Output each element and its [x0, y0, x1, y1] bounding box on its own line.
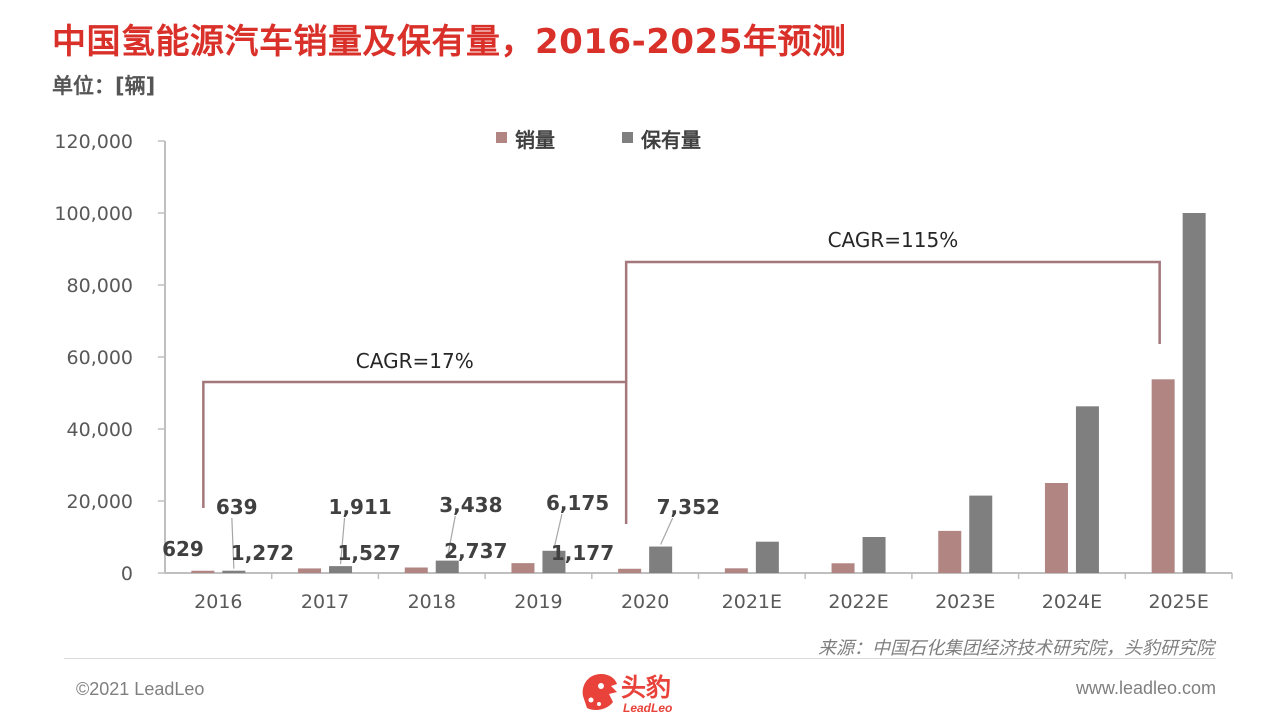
bar-chart: 0 20,000 40,000 60,000 80,000 100,000 120,000 2…: [54, 128, 1233, 613]
data-label: 1,272: [231, 541, 294, 565]
x-tick-label: 2023E: [935, 591, 995, 613]
footer-divider: [64, 658, 1216, 659]
data-label: 639: [216, 495, 258, 519]
bar-stock: [329, 566, 353, 573]
source-note: 来源：中国石化集团经济技术研究院，头豹研究院: [818, 638, 1214, 659]
logo-subtext: LeadLeo: [623, 701, 673, 715]
x-tick-label: 2025E: [1148, 591, 1208, 613]
bar-stock: [755, 541, 779, 573]
cagr-label: CAGR=17%: [356, 349, 474, 373]
bar-sales: [618, 568, 642, 573]
unit-label: 单位：[辆]: [52, 74, 156, 98]
x-tick-label: 2024E: [1042, 591, 1102, 613]
leadleo-logo: 头豹 LeadLeo: [577, 666, 707, 718]
copyright-text: ©2021 LeadLeo: [76, 679, 205, 699]
cagr-bracket: [624, 260, 1161, 382]
y-tick-label: 100,000: [54, 203, 133, 225]
x-tick-label: 2017: [301, 591, 349, 613]
bar-sales: [724, 568, 748, 573]
leader-line: [446, 515, 456, 559]
x-tick-label: 2016: [194, 591, 242, 613]
y-tick-label: 40,000: [67, 419, 133, 441]
data-label: 6,175: [546, 491, 609, 515]
x-tick-label: 2019: [514, 591, 562, 613]
y-tick-label: 80,000: [67, 275, 133, 297]
legend-label: 保有量: [640, 128, 701, 152]
data-label: 1,177: [551, 541, 614, 565]
data-label: 629: [162, 537, 204, 561]
bar-stock: [969, 495, 993, 573]
leader-line: [660, 517, 674, 545]
data-label: 2,737: [444, 539, 507, 563]
logo-text: 头豹: [621, 673, 672, 702]
bar-stock: [649, 546, 673, 573]
bar-sales: [191, 570, 215, 573]
bar-sales: [831, 563, 855, 573]
legend-swatch: [496, 132, 507, 143]
y-tick-label: 20,000: [67, 491, 133, 513]
bar-stock: [1182, 213, 1206, 573]
bar-sales: [1151, 379, 1175, 573]
data-label: 1,911: [329, 495, 392, 519]
bar-stock: [1075, 406, 1099, 573]
leader-line: [339, 517, 346, 565]
x-tick-label: 2021E: [722, 591, 782, 613]
x-tick-label: 2022E: [828, 591, 888, 613]
data-label: 3,438: [439, 493, 502, 517]
x-tick-label: 2018: [408, 591, 456, 613]
bar-stock: [222, 570, 246, 573]
bar-sales: [298, 568, 322, 573]
y-tick-label: 60,000: [67, 347, 133, 369]
legend-label: 销量: [515, 128, 555, 152]
y-tick-label: 0: [121, 563, 133, 585]
leopard-head-icon: [582, 674, 617, 710]
page-title: 中国氢能源汽车销量及保有量，2016-2025年预测: [52, 22, 847, 62]
bar-sales: [511, 563, 535, 573]
bar-sales: [1044, 483, 1068, 573]
x-tick-label: 2020: [621, 591, 669, 613]
data-label: 7,352: [657, 495, 720, 519]
website-link[interactable]: www.leadleo.com: [1075, 678, 1216, 698]
leader-line: [231, 517, 235, 569]
leader-line: [553, 513, 563, 549]
bar-stock: [542, 550, 566, 573]
cagr-label: CAGR=115%: [828, 228, 959, 252]
legend-swatch: [622, 132, 633, 143]
data-label: 1,527: [337, 541, 400, 565]
bar-stock: [435, 560, 459, 573]
bar-sales: [404, 567, 428, 573]
y-tick-label: 120,000: [54, 131, 133, 153]
cagr-bracket: [202, 380, 628, 524]
bar-sales: [938, 530, 962, 573]
bar-stock: [862, 537, 886, 573]
